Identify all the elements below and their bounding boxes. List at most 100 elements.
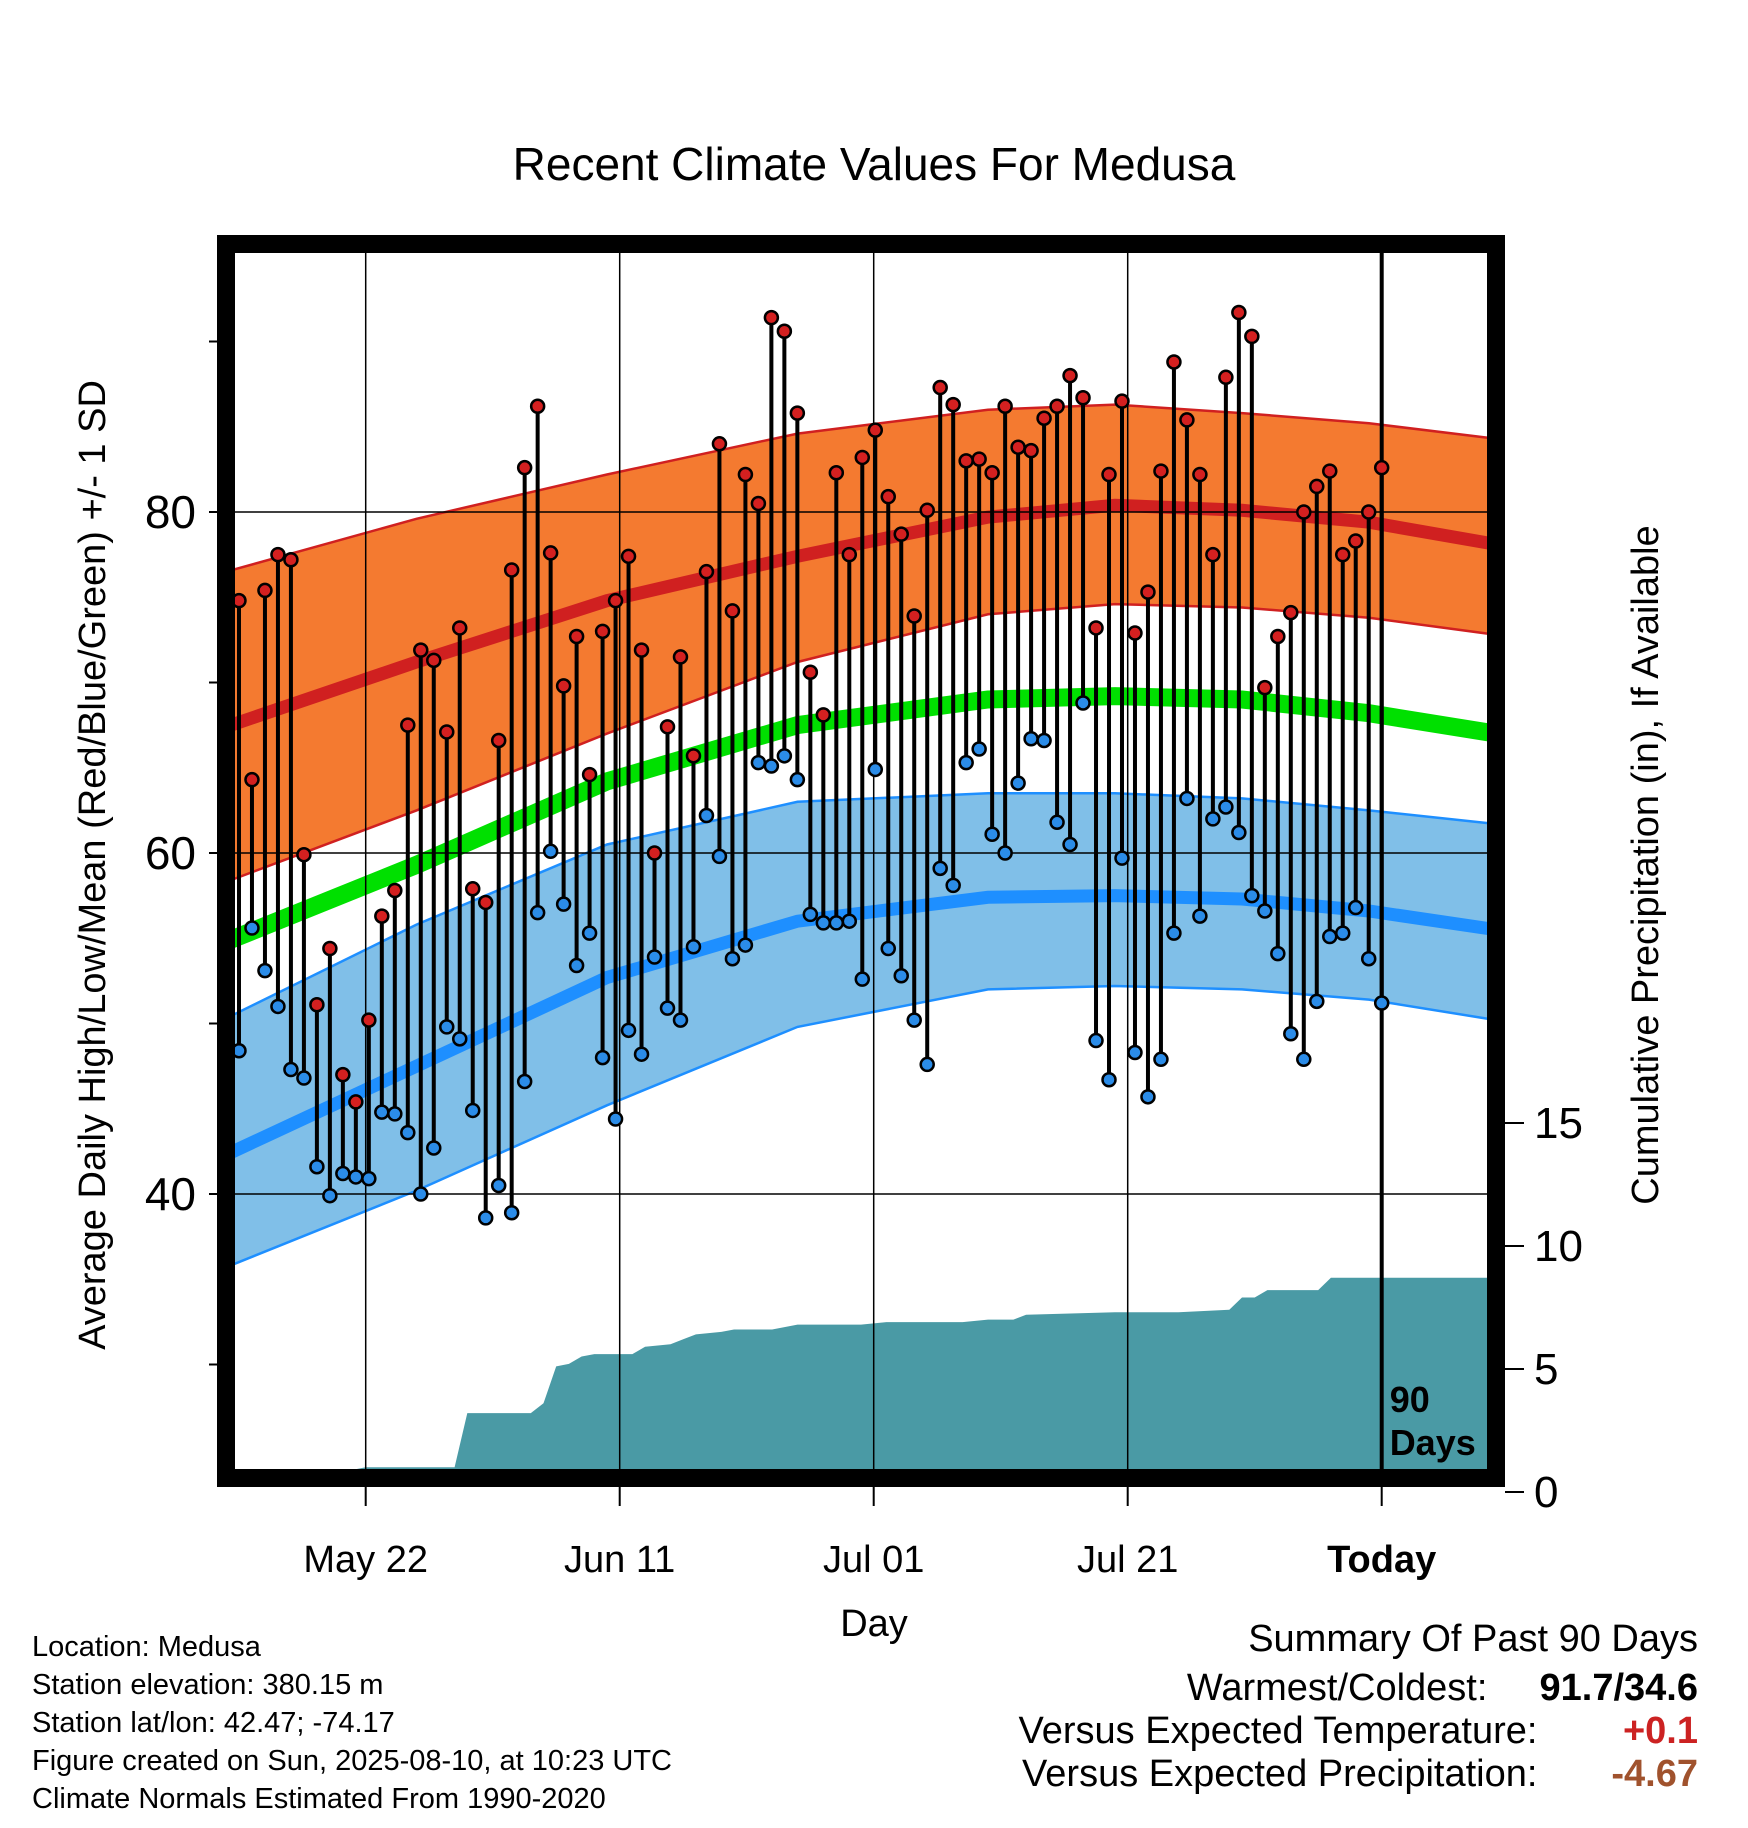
- info-location: Location: Medusa: [32, 1631, 261, 1663]
- warm-cold-label: Warmest/Coldest:: [1186, 1667, 1488, 1709]
- daily-low-point: [1218, 799, 1234, 815]
- daily-high-point: [1322, 463, 1338, 479]
- daily-low-point: [1270, 945, 1286, 962]
- daily-low-point: [1296, 1051, 1312, 1068]
- daily-high-point: [283, 551, 299, 568]
- daily-high-point: [607, 592, 624, 609]
- daily-high-point: [1231, 304, 1247, 321]
- daily-low-point: [1023, 731, 1039, 747]
- daily-low-point: [672, 1012, 689, 1028]
- daily-high-point: [1347, 533, 1364, 549]
- daily-high-point: [1296, 504, 1312, 520]
- daily-high-point: [1218, 369, 1234, 386]
- plot-frame: [217, 235, 1505, 1487]
- daily-high-point: [1283, 604, 1299, 621]
- daily-high-point: [737, 466, 754, 483]
- daily-low-point: [374, 1104, 390, 1120]
- daily-high-point: [1127, 625, 1143, 641]
- daily-high-point: [296, 846, 312, 863]
- daily-high-point: [776, 323, 793, 340]
- daily-high-point: [387, 882, 403, 899]
- daily-high-point: [426, 652, 442, 669]
- daily-high-point: [1036, 410, 1052, 426]
- daily-low-point: [893, 968, 909, 984]
- daily-low-point: [802, 906, 819, 923]
- station-info: Location: Medusa Station elevation: 380.…: [32, 1628, 672, 1818]
- daily-low-point: [789, 771, 806, 788]
- temp-value: +0.1: [1622, 1710, 1698, 1752]
- high-normal-line: [223, 498, 1498, 733]
- info-created: Figure created on Sun, 2025-08-10, at 10…: [32, 1745, 672, 1777]
- daily-low-point: [322, 1187, 338, 1204]
- daily-low-point: [270, 998, 286, 1015]
- daily-low-point: [1205, 811, 1221, 827]
- daily-high-point: [1114, 393, 1130, 409]
- daily-high-point: [971, 451, 987, 467]
- daily-low-point: [607, 1111, 624, 1127]
- daily-low-point: [309, 1158, 325, 1175]
- daily-high-point: [1088, 620, 1104, 636]
- daily-low-point: [1088, 1032, 1104, 1049]
- y-axis-label-right: Cumulative Precipitation (in), If Availa…: [1625, 525, 1667, 1204]
- daily-high-point: [503, 562, 520, 578]
- precip-layer: [226, 1277, 1496, 1478]
- daily-low-point: [1166, 925, 1182, 941]
- daily-high-point: [633, 642, 650, 658]
- daily-high-point: [828, 465, 845, 481]
- daily-high-point: [594, 623, 611, 640]
- x-axis-label: Day: [840, 1603, 908, 1645]
- daily-low-point: [854, 971, 871, 987]
- daily-high-point: [1153, 463, 1169, 479]
- daily-low-point: [244, 920, 260, 936]
- daily-low-point: [724, 950, 741, 967]
- daily-low-point: [464, 1102, 481, 1119]
- x-tick-label: Today: [1327, 1539, 1436, 1581]
- daily-high-point: [672, 649, 689, 665]
- daily-high-point: [802, 664, 819, 681]
- info-latlon: Station lat/lon: 42.47; -74.17: [32, 1707, 395, 1739]
- daily-low-point: [1244, 887, 1260, 904]
- daily-low-point: [451, 1031, 468, 1047]
- daily-low-point: [659, 1000, 676, 1016]
- daily-high-point: [854, 449, 871, 466]
- daily-high-point: [309, 996, 325, 1013]
- daily-low-point: [646, 949, 663, 965]
- daily-high-point: [529, 398, 546, 415]
- daily-high-point: [815, 707, 832, 723]
- daily-low-point: [581, 925, 598, 941]
- daily-low-point: [1062, 836, 1078, 853]
- daily-high-point: [490, 732, 507, 749]
- daily-high-point: [1062, 367, 1078, 384]
- daily-high-point: [867, 422, 884, 438]
- y-left-tick-label: 80: [145, 486, 196, 538]
- daily-low-point: [516, 1073, 533, 1090]
- daily-high-point: [322, 940, 338, 957]
- summary-precip: Versus Expected Precipitation: -4.67: [1019, 1753, 1698, 1796]
- daily-high-point: [244, 771, 260, 788]
- daily-low-point: [711, 848, 728, 865]
- x-tick-label: Jul 21: [1077, 1539, 1178, 1581]
- daily-high-point: [789, 405, 806, 421]
- daily-high-point: [1205, 546, 1221, 563]
- daily-low-point: [490, 1177, 507, 1194]
- daily-low-point: [1257, 903, 1273, 919]
- y-axis-label-left: Average Daily High/Low/Mean (Red/Blue/Gr…: [72, 380, 114, 1350]
- daily-high-point: [711, 436, 728, 452]
- daily-low-point: [932, 860, 948, 877]
- daily-low-point: [1231, 824, 1247, 841]
- high-sd-band-upper-edge: [225, 403, 1497, 573]
- daily-high-point: [1010, 439, 1026, 455]
- daily-high-point: [763, 309, 780, 326]
- daily-high-point: [919, 502, 935, 519]
- y-left-tick-label: 60: [145, 827, 196, 879]
- daily-high-point: [906, 608, 922, 624]
- daily-low-point: [906, 1012, 922, 1028]
- daily-low-point: [529, 904, 546, 921]
- daily-high-point: [1244, 328, 1260, 345]
- summary-panel: Summary Of Past 90 Days Warmest/Coldest:…: [1019, 1618, 1698, 1796]
- daily-high-point: [659, 719, 676, 735]
- daily-high-point: [581, 766, 598, 783]
- daily-high-point: [1179, 412, 1195, 428]
